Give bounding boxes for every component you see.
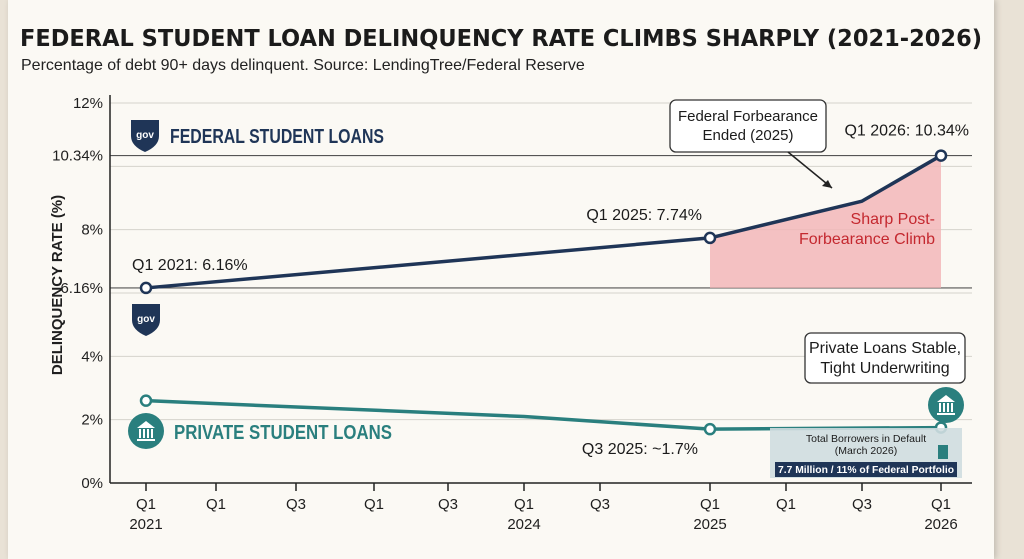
federal-series-name: FEDERAL STUDENT LOANS — [170, 126, 384, 148]
x-tick-quarter: Q1 — [364, 496, 384, 513]
federal-gov-icon: gov — [131, 120, 159, 152]
x-tick-quarter: Q1 — [700, 496, 720, 513]
y-tick-label: 2% — [81, 412, 103, 429]
default-info-text: Total Borrowers in Default — [806, 433, 926, 445]
default-info-bar — [938, 445, 948, 459]
data-label: Q1 2026: 10.34% — [844, 123, 969, 140]
bank-icon-column — [951, 403, 953, 412]
gov-badge-text: gov — [137, 314, 155, 325]
private-bank-icon — [928, 387, 964, 423]
y-tick-label: 10.34% — [52, 148, 103, 165]
x-tick-quarter: Q1 — [776, 496, 796, 513]
data-label: Q3 2025: ~1.7% — [582, 441, 698, 458]
x-tick-year: 2021 — [129, 516, 162, 533]
data-label: Q1 2025: 7.74% — [586, 207, 702, 224]
data-point — [139, 394, 153, 407]
forbearance-callout-text: Ended (2025) — [703, 127, 794, 144]
bank-icon-roof — [137, 421, 155, 441]
forbearance-callout-text: Federal Forbearance — [678, 108, 818, 125]
x-tick-quarter: Q1 — [136, 496, 156, 513]
bank-icon-bg — [928, 387, 964, 423]
x-tick-quarter: Q3 — [590, 496, 610, 513]
federal-series-line — [144, 153, 943, 290]
climb-annotation-text: Sharp Post- — [851, 211, 935, 228]
gov-badge-text: gov — [136, 130, 154, 141]
default-info-text: (March 2026) — [835, 445, 897, 457]
climb-annotation-text: Forbearance Climb — [799, 231, 935, 248]
data-label: Q1 2021: 6.16% — [132, 257, 248, 274]
federal-gov-icon: gov — [132, 304, 160, 336]
bank-icon-column — [943, 403, 945, 412]
bank-icon-column — [939, 403, 941, 412]
data-point — [703, 231, 717, 245]
shield-shape — [132, 304, 160, 336]
callout-arrowhead — [822, 180, 832, 188]
callout-arrow — [787, 151, 833, 189]
climb-highlight-area — [710, 155, 941, 288]
x-tick-quarter: Q3 — [438, 496, 458, 513]
private-callout-text: Private Loans Stable, — [809, 340, 961, 357]
default-badge-text: 7.7 Million / 11% of Federal Portfolio — [778, 464, 954, 476]
x-tick-quarter: Q3 — [286, 496, 306, 513]
y-tick-label: 12% — [73, 95, 103, 112]
private-bank-icon — [128, 413, 164, 449]
y-tick-label: 6.16% — [60, 280, 103, 297]
x-tick-quarter: Q3 — [852, 496, 872, 513]
forbearance-callout-box — [669, 99, 827, 153]
private-callout-text: Tight Underwriting — [820, 360, 949, 377]
bank-icon-bg — [128, 413, 164, 449]
y-tick-label: 8% — [81, 222, 103, 239]
bank-icon-column — [151, 429, 153, 438]
y-tick-label: 0% — [81, 475, 103, 492]
bank-icon-column — [143, 429, 145, 438]
private-series-name: PRIVATE STUDENT LOANS — [174, 422, 392, 444]
x-tick-year: 2024 — [507, 516, 540, 533]
chart-title: FEDERAL STUDENT LOAN DELINQUENCY RATE CL… — [20, 24, 982, 52]
x-tick-year: 2026 — [924, 516, 957, 533]
chart-subtitle: Percentage of debt 90+ days delinquent. … — [21, 57, 585, 74]
y-tick-label: 4% — [81, 348, 103, 365]
data-point — [703, 422, 717, 436]
data-point — [934, 149, 948, 162]
data-point — [139, 281, 153, 295]
x-tick-quarter: Q1 — [514, 496, 534, 513]
x-tick-year: 2025 — [693, 516, 726, 533]
bank-icon-column — [139, 429, 141, 438]
y-axis-label: DELINQUENCY RATE (%) — [49, 195, 66, 375]
bank-icon-roof — [937, 395, 955, 415]
x-tick-quarter: Q1 — [931, 496, 951, 513]
default-badge-bg — [775, 462, 957, 477]
bank-icon-column — [147, 429, 149, 438]
bank-icon-column — [947, 403, 949, 412]
x-tick-quarter: Q1 — [206, 496, 226, 513]
shield-shape — [131, 120, 159, 152]
private-callout-box — [804, 332, 966, 384]
